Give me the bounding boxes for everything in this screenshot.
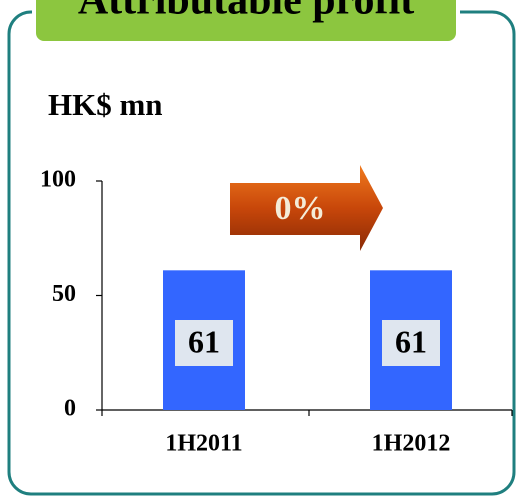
value-label: 61	[395, 323, 427, 359]
value-label-box	[382, 320, 440, 366]
x-tick-label: 1H2011	[165, 431, 242, 457]
y-tick-label: 50	[52, 281, 76, 307]
annotation: 0%	[275, 190, 326, 227]
x-tick-label: 1H2012	[372, 431, 451, 457]
growth-arrow: 0%	[230, 165, 383, 251]
chart-title: Attributable profit	[78, 0, 414, 24]
y-axis-label: HK$ mn	[48, 87, 163, 122]
title-tab	[32, 0, 460, 45]
y-tick-label: 0	[64, 396, 76, 422]
panel-frame	[7, 10, 516, 496]
value-label-box	[175, 320, 233, 366]
y-tick-label: 100	[40, 167, 76, 193]
value-label: 61	[188, 323, 220, 359]
arrow-shape	[230, 165, 383, 251]
